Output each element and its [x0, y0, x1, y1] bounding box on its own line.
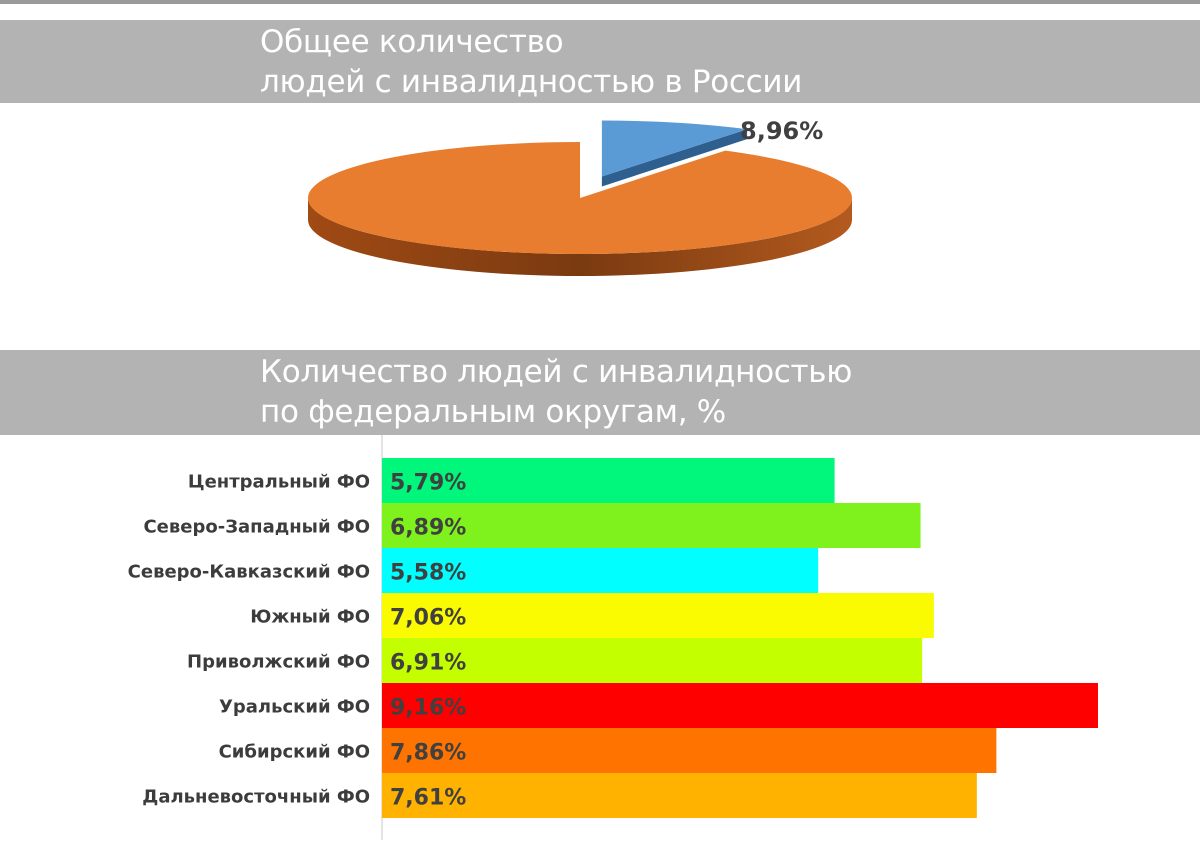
- pie-slice-label: 8,96%: [740, 117, 823, 145]
- pie-title-line-1: Общее количество: [260, 24, 564, 60]
- bar-category-label: Дальневосточный ФО: [142, 787, 370, 808]
- pie-title-line-2: людей с инвалидностью в России: [260, 64, 803, 100]
- bar-value-label: 7,61%: [390, 786, 466, 811]
- bar-5: [382, 638, 923, 683]
- bar-title-line-2: по федеральным округам, %: [260, 394, 726, 430]
- bar-4: [382, 593, 934, 638]
- pie-chart: 8,96%: [0, 103, 1200, 350]
- bar-8: [382, 773, 977, 818]
- bar-category-label: Сибирский ФО: [219, 742, 370, 763]
- bar-title-line-1: Количество людей с инвалидностью: [260, 354, 853, 390]
- bar-title-band: Количество людей с инвалидностью по феде…: [0, 350, 1200, 435]
- pie-slice-small: [601, 120, 748, 177]
- bar-category-label: Приволжский ФО: [187, 652, 370, 673]
- pie-title-band: Общее количество людей с инвалидностью в…: [0, 20, 1200, 103]
- pie-slice-large-side: [308, 198, 852, 276]
- bar-value-label: 9,16%: [390, 696, 466, 721]
- bar-category-label: Южный ФО: [250, 607, 370, 628]
- pie-slice-small-side: [601, 129, 748, 187]
- bar-7: [382, 728, 997, 773]
- bar-value-label: 7,86%: [390, 741, 466, 766]
- bar-6: [382, 683, 1098, 728]
- bar-chart-svg: Центральный ФО 5,79% Северо-Западный ФО 6,8…: [128, 435, 1098, 840]
- bar-value-label: 5,58%: [390, 561, 466, 586]
- pie-chart-svg: 8,96%: [308, 117, 852, 276]
- bar-2: [382, 503, 921, 548]
- bar-1: [382, 458, 835, 503]
- bar-value-label: 6,89%: [390, 516, 466, 541]
- bar-category-label: Центральный ФО: [188, 472, 370, 493]
- bar-value-label: 5,79%: [390, 471, 466, 496]
- bar-category-label: Северо-Западный ФО: [143, 517, 370, 538]
- bar-value-label: 7,06%: [390, 606, 466, 631]
- bar-category-label: Уральский ФО: [219, 697, 370, 718]
- bar-category-label: Северо-Кавказский ФО: [128, 562, 370, 583]
- pie-slice-large: [308, 142, 852, 254]
- bar-3: [382, 548, 819, 593]
- top-rule: [0, 0, 1200, 4]
- bar-value-label: 6,91%: [390, 651, 466, 676]
- bar-chart: Центральный ФО 5,79% Северо-Западный ФО 6,8…: [0, 435, 1200, 845]
